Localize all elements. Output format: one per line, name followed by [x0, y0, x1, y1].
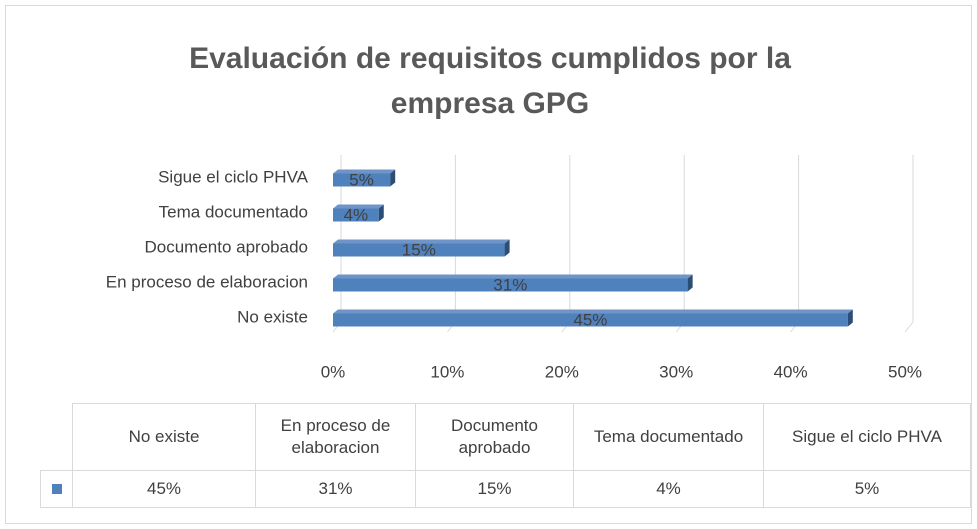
table-header: Tema documentado — [573, 403, 764, 471]
bar-top — [333, 204, 384, 209]
category-label: Sigue el ciclo PHVA — [158, 167, 309, 186]
data-label: 45% — [573, 310, 607, 329]
chart-border — [5, 5, 972, 524]
category-label: Tema documentado — [159, 202, 308, 221]
table-header: Documento aprobado — [415, 403, 574, 471]
category-label: No existe — [237, 307, 308, 326]
bar-side — [390, 169, 396, 187]
bar-side — [687, 274, 693, 292]
table-header: Sigue el ciclo PHVA — [763, 403, 971, 471]
table-header: No existe — [72, 403, 256, 471]
bar-top — [333, 309, 853, 314]
bar — [333, 173, 391, 187]
data-label: 31% — [493, 275, 527, 294]
table-value: 15% — [415, 470, 574, 508]
bar — [333, 313, 848, 327]
x-tick-label: 50% — [888, 362, 922, 381]
x-tick-label: 40% — [774, 362, 808, 381]
category-label: Documento aprobado — [144, 237, 308, 256]
bar-top — [333, 274, 693, 279]
bar-side — [378, 204, 384, 222]
grid-line — [904, 321, 914, 333]
x-tick-label: 30% — [659, 362, 693, 381]
table-value: 45% — [72, 470, 256, 508]
table-value: 31% — [255, 470, 416, 508]
table-value: 4% — [573, 470, 764, 508]
x-tick-label: 20% — [545, 362, 579, 381]
legend-key-cell — [40, 470, 73, 508]
bar — [333, 208, 379, 222]
data-label: 4% — [344, 205, 369, 224]
x-tick-label: 10% — [430, 362, 464, 381]
category-label: En proceso de elaboracion — [106, 272, 308, 291]
bar — [333, 278, 688, 292]
table-value: 5% — [763, 470, 971, 508]
legend-key — [51, 484, 62, 494]
bar-side — [847, 309, 853, 327]
data-label: 15% — [402, 240, 436, 259]
bar-side — [504, 239, 510, 257]
bar-top — [333, 169, 396, 174]
data-label: 5% — [349, 170, 374, 189]
x-tick-label: 0% — [321, 362, 346, 381]
bar-top — [333, 239, 510, 244]
chart-title: Evaluación de requisitos cumplidos por l… — [189, 42, 791, 120]
bar — [333, 243, 505, 257]
table-header: En proceso de elaboracion — [255, 403, 416, 471]
